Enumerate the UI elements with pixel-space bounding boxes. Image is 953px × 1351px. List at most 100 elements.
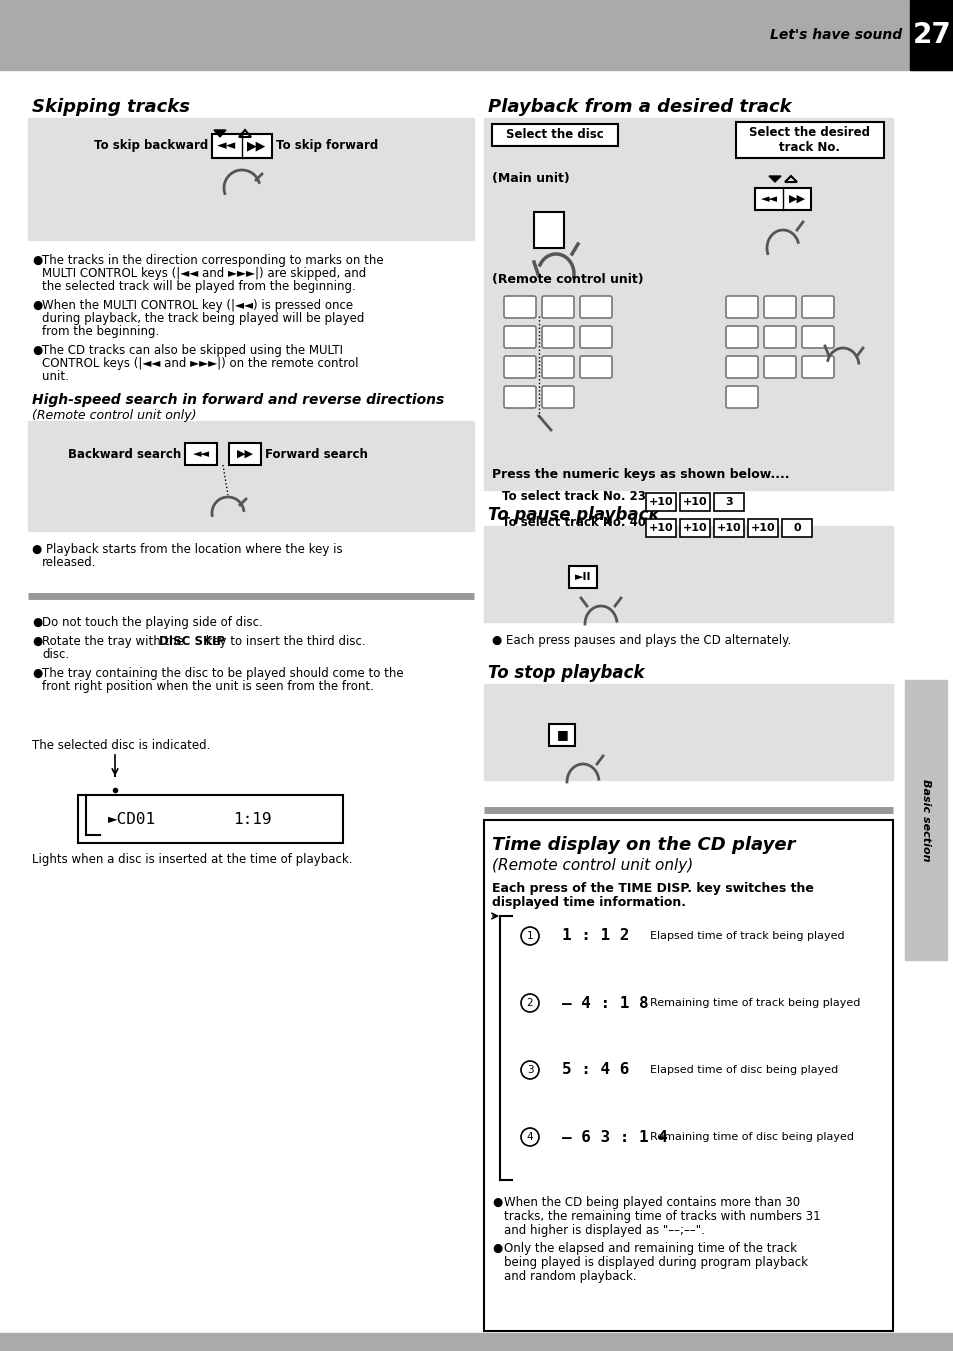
FancyBboxPatch shape [725, 326, 758, 349]
Text: 2: 2 [526, 998, 533, 1008]
Text: released.: released. [42, 557, 96, 569]
Text: (Remote control unit only): (Remote control unit only) [32, 409, 196, 422]
Text: Only the elapsed and remaining time of the track: Only the elapsed and remaining time of t… [503, 1242, 796, 1255]
Bar [0, 0, 953, 70]
Bar [534, 212, 563, 249]
FancyBboxPatch shape [541, 326, 574, 349]
Text: ◄◄: ◄◄ [217, 139, 236, 153]
Text: MULTI CONTROL keys (|◄◄ and ►►►|) are skipped, and: MULTI CONTROL keys (|◄◄ and ►►►|) are sk… [42, 267, 366, 280]
Text: To skip backward: To skip backward [93, 139, 208, 153]
Bar [747, 519, 778, 536]
Bar [0, 1333, 953, 1351]
Text: Skipping tracks: Skipping tracks [32, 99, 190, 116]
Text: 3: 3 [526, 1065, 533, 1075]
FancyBboxPatch shape [763, 296, 795, 317]
FancyBboxPatch shape [503, 326, 536, 349]
Text: Select the desired
track No.: Select the desired track No. [749, 126, 869, 154]
Bar [483, 820, 892, 1331]
Text: Remaining time of disc being played: Remaining time of disc being played [649, 1132, 853, 1142]
Bar [713, 493, 743, 511]
FancyBboxPatch shape [579, 357, 612, 378]
Text: ▶▶: ▶▶ [236, 449, 253, 459]
Bar [645, 519, 676, 536]
Polygon shape [768, 176, 781, 182]
FancyBboxPatch shape [503, 357, 536, 378]
Bar [483, 526, 892, 621]
Text: The tray containing the disc to be played should come to the: The tray containing the disc to be playe… [42, 667, 403, 680]
Bar [28, 422, 474, 531]
Text: during playback, the track being played will be played: during playback, the track being played … [42, 312, 364, 326]
Text: Playback from a desired track: Playback from a desired track [488, 99, 791, 116]
Bar [483, 684, 892, 780]
FancyBboxPatch shape [801, 326, 833, 349]
Text: (Main unit): (Main unit) [492, 172, 569, 185]
FancyBboxPatch shape [725, 357, 758, 378]
Text: ● Playback starts from the location where the key is: ● Playback starts from the location wher… [32, 543, 342, 557]
Text: 1: 1 [526, 931, 533, 942]
Text: – 6 3 : 1 4: – 6 3 : 1 4 [561, 1129, 667, 1144]
Bar [754, 188, 810, 209]
Text: (Remote control unit only): (Remote control unit only) [492, 858, 693, 873]
Text: disc.: disc. [42, 648, 69, 661]
FancyBboxPatch shape [801, 296, 833, 317]
Text: +10: +10 [648, 497, 673, 507]
Text: Select the disc: Select the disc [506, 128, 603, 142]
Text: ■: ■ [557, 728, 568, 742]
Text: unit.: unit. [42, 370, 69, 382]
Bar [212, 134, 272, 158]
FancyBboxPatch shape [801, 357, 833, 378]
Text: ● Each press pauses and plays the CD alternately.: ● Each press pauses and plays the CD alt… [492, 634, 790, 647]
FancyBboxPatch shape [541, 386, 574, 408]
Text: (Remote control unit): (Remote control unit) [492, 273, 643, 286]
Text: the selected track will be played from the beginning.: the selected track will be played from t… [42, 280, 355, 293]
Text: To select track No. 40:: To select track No. 40: [501, 516, 650, 530]
FancyBboxPatch shape [725, 386, 758, 408]
Text: 0: 0 [792, 523, 800, 534]
Text: – 4 : 1 8: – 4 : 1 8 [561, 996, 648, 1011]
Text: When the CD being played contains more than 30: When the CD being played contains more t… [503, 1196, 800, 1209]
Text: To skip forward: To skip forward [275, 139, 377, 153]
Text: Remaining time of track being played: Remaining time of track being played [649, 998, 860, 1008]
Text: The tracks in the direction corresponding to marks on the: The tracks in the direction correspondin… [42, 254, 383, 267]
FancyBboxPatch shape [503, 296, 536, 317]
Text: key to insert the third disc.: key to insert the third disc. [202, 635, 365, 648]
Bar [904, 680, 946, 961]
Circle shape [520, 927, 538, 944]
Bar [679, 493, 709, 511]
Text: When the MULTI CONTROL key (|◄◄) is pressed once: When the MULTI CONTROL key (|◄◄) is pres… [42, 299, 353, 312]
Bar [645, 493, 676, 511]
Bar [548, 724, 575, 746]
Text: +10: +10 [716, 523, 740, 534]
Bar [568, 566, 597, 588]
Text: ●: ● [492, 1242, 501, 1255]
Text: Let's have sound: Let's have sound [769, 28, 901, 42]
Text: DISC SKIP: DISC SKIP [159, 635, 226, 648]
FancyBboxPatch shape [763, 326, 795, 349]
Bar [679, 519, 709, 536]
Text: The selected disc is indicated.: The selected disc is indicated. [32, 739, 211, 753]
Text: 5 : 4 6: 5 : 4 6 [561, 1062, 629, 1078]
Text: and higher is displayed as "––;––".: and higher is displayed as "––;––". [503, 1224, 704, 1238]
Text: Elapsed time of disc being played: Elapsed time of disc being played [649, 1065, 838, 1075]
Polygon shape [213, 130, 226, 136]
FancyBboxPatch shape [763, 357, 795, 378]
Text: Press the numeric keys as shown below....: Press the numeric keys as shown below...… [492, 467, 789, 481]
Text: front right position when the unit is seen from the front.: front right position when the unit is se… [42, 680, 374, 693]
Bar [185, 443, 216, 465]
Text: ●: ● [32, 667, 42, 680]
Text: ●: ● [32, 254, 42, 267]
Text: Rotate the tray with the: Rotate the tray with the [42, 635, 188, 648]
Text: Basic section: Basic section [920, 778, 930, 861]
Text: To pause playback: To pause playback [488, 507, 659, 524]
FancyBboxPatch shape [541, 296, 574, 317]
Text: 1:19: 1:19 [233, 812, 272, 827]
Text: ●: ● [32, 616, 42, 630]
Text: ▶▶: ▶▶ [788, 195, 804, 204]
Text: ●: ● [32, 635, 42, 648]
Text: 27: 27 [912, 22, 950, 49]
Text: and random playback.: and random playback. [503, 1270, 636, 1283]
Text: displayed time information.: displayed time information. [492, 896, 685, 909]
Circle shape [520, 994, 538, 1012]
Text: ●: ● [32, 299, 42, 312]
FancyBboxPatch shape [725, 296, 758, 317]
